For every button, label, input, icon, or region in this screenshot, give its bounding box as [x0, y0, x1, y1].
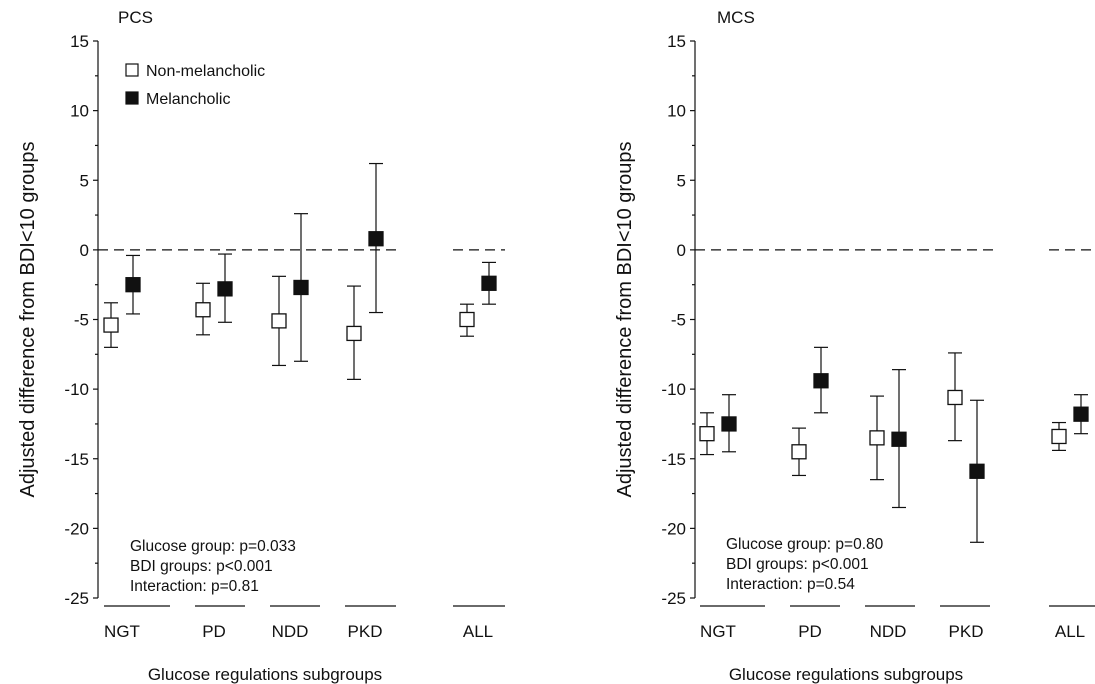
legend-filled-square-icon	[125, 91, 139, 105]
legend-entry: Melancholic	[146, 91, 230, 108]
y-tick-label: -20	[64, 519, 89, 538]
non-melancholic-marker	[459, 311, 475, 328]
melancholic-marker	[293, 279, 309, 296]
melancholic-marker	[217, 281, 233, 297]
melancholic-marker	[969, 463, 985, 479]
melancholic-marker	[891, 431, 907, 447]
stat-annotation: Glucose group: p=0.80	[726, 536, 884, 553]
x-category-label: NDD	[870, 622, 907, 641]
x-category-label: ALL	[463, 622, 493, 641]
y-tick-label: 0	[80, 241, 89, 260]
x-category-label: NGT	[700, 622, 736, 641]
mcs-panel: MCS 15 10 5 0 -5 -10 -15 -20 -25 Adjusted differen…	[614, 8, 1095, 684]
y-axis-label: Adjusted difference from BDI<10 groups	[17, 142, 39, 498]
y-tick-label: -10	[64, 380, 89, 399]
y-tick-label: 5	[677, 171, 686, 190]
y-tick-label: -15	[661, 450, 686, 469]
stat-annotation: Interaction: p=0.54	[726, 576, 855, 593]
x-category-label: PD	[202, 622, 226, 641]
legend-entry: Non-melancholic	[146, 63, 265, 80]
non-melancholic-marker	[947, 389, 963, 406]
y-tick-label: -20	[661, 519, 686, 538]
y-tick-label: 0	[677, 241, 686, 260]
non-melancholic-marker	[346, 325, 362, 342]
panel-title: MCS	[717, 8, 755, 27]
x-category-label: PKD	[949, 622, 984, 641]
y-tick-label: 10	[667, 102, 686, 121]
y-tick-label: 10	[70, 102, 89, 121]
stat-annotation: BDI groups: p<0.001	[130, 558, 273, 575]
y-tick-label: -25	[661, 589, 686, 608]
x-category-label: PKD	[348, 622, 383, 641]
stat-annotation: Interaction: p=0.81	[130, 578, 259, 595]
panel-title: PCS	[118, 8, 153, 27]
y-tick-label: -15	[64, 450, 89, 469]
melancholic-marker	[1073, 406, 1089, 422]
x-category-label: NGT	[104, 622, 140, 641]
y-tick-label: -5	[671, 311, 686, 330]
y-tick-label: -25	[64, 589, 89, 608]
non-melancholic-marker	[699, 426, 715, 442]
non-melancholic-marker	[1051, 428, 1067, 445]
melancholic-marker	[125, 277, 141, 293]
melancholic-marker	[813, 373, 829, 389]
x-axis-label: Glucose regulations subgroups	[729, 665, 963, 684]
pcs-panel: PCS 15 10 5 0 -5 -10 -15 -20 -25 Adjusted differen…	[17, 8, 505, 684]
stat-annotation: Glucose group: p=0.033	[130, 538, 296, 555]
y-axis-label: Adjusted difference from BDI<10 groups	[614, 142, 636, 498]
non-melancholic-marker	[195, 302, 211, 318]
x-axis-label: Glucose regulations subgroups	[148, 665, 382, 684]
legend-open-square-icon	[125, 63, 139, 77]
y-tick-label: 15	[667, 32, 686, 51]
melancholic-marker	[481, 275, 497, 291]
x-category-label: PD	[798, 622, 822, 641]
non-melancholic-marker	[271, 313, 287, 329]
melancholic-marker	[368, 231, 384, 247]
non-melancholic-marker	[869, 430, 885, 446]
y-tick-label: -10	[661, 380, 686, 399]
y-tick-label: -5	[74, 311, 89, 330]
x-category-label: NDD	[272, 622, 309, 641]
stat-annotation: BDI groups: p<0.001	[726, 556, 869, 573]
melancholic-marker	[721, 416, 737, 432]
non-melancholic-marker	[103, 317, 119, 333]
x-category-label: ALL	[1055, 622, 1085, 641]
y-tick-label: 5	[80, 171, 89, 190]
non-melancholic-marker	[791, 444, 807, 460]
y-tick-label: 15	[70, 32, 89, 51]
